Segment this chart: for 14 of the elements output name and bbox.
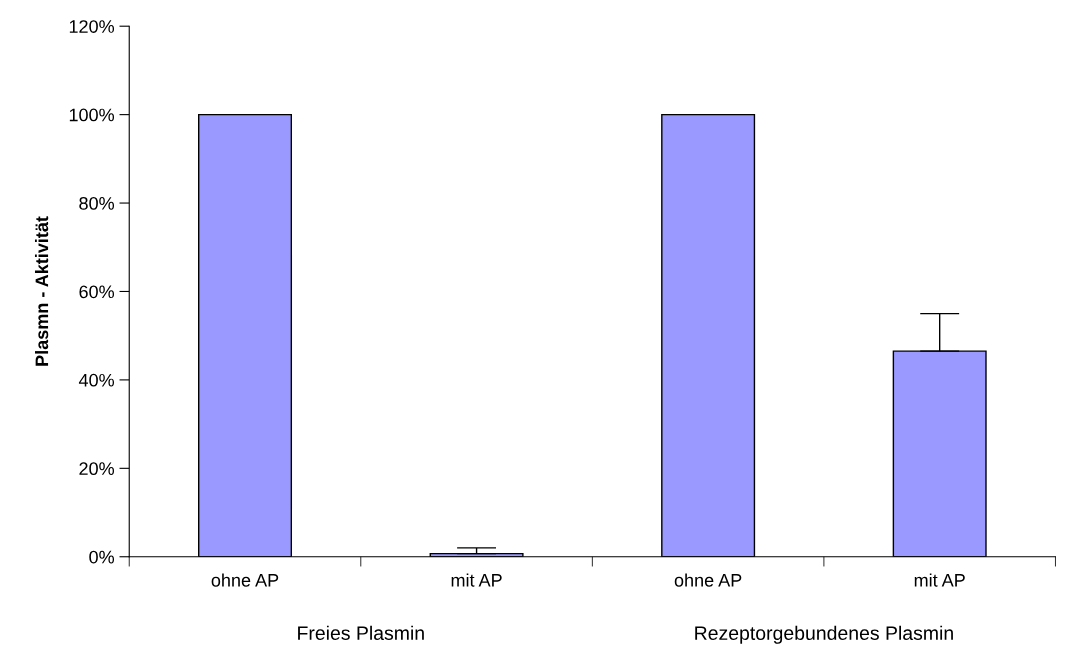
- y-tick-label: 40%: [78, 373, 115, 387]
- y-tick-label: 0%: [89, 550, 115, 564]
- text: Freies Plasmin: [298, 625, 424, 640]
- y-tick-label: 20%: [79, 462, 115, 476]
- text: Rezeptorgebundenes Plasmin: [695, 625, 953, 644]
- y-tick-label: 80%: [79, 196, 115, 210]
- x-tick-label: mit AP: [451, 573, 502, 587]
- y-tick-label: 60%: [79, 285, 115, 299]
- y-tick-label: 120%: [69, 20, 115, 33]
- x-tick-label: ohne AP: [674, 573, 742, 587]
- x-tick-label: mit AP: [914, 573, 965, 587]
- y-tick-label: 100%: [69, 108, 115, 122]
- y-axis-title: Plasmn - Aktivität: [34, 216, 49, 366]
- x-tick-label: ohne AP: [211, 573, 279, 587]
